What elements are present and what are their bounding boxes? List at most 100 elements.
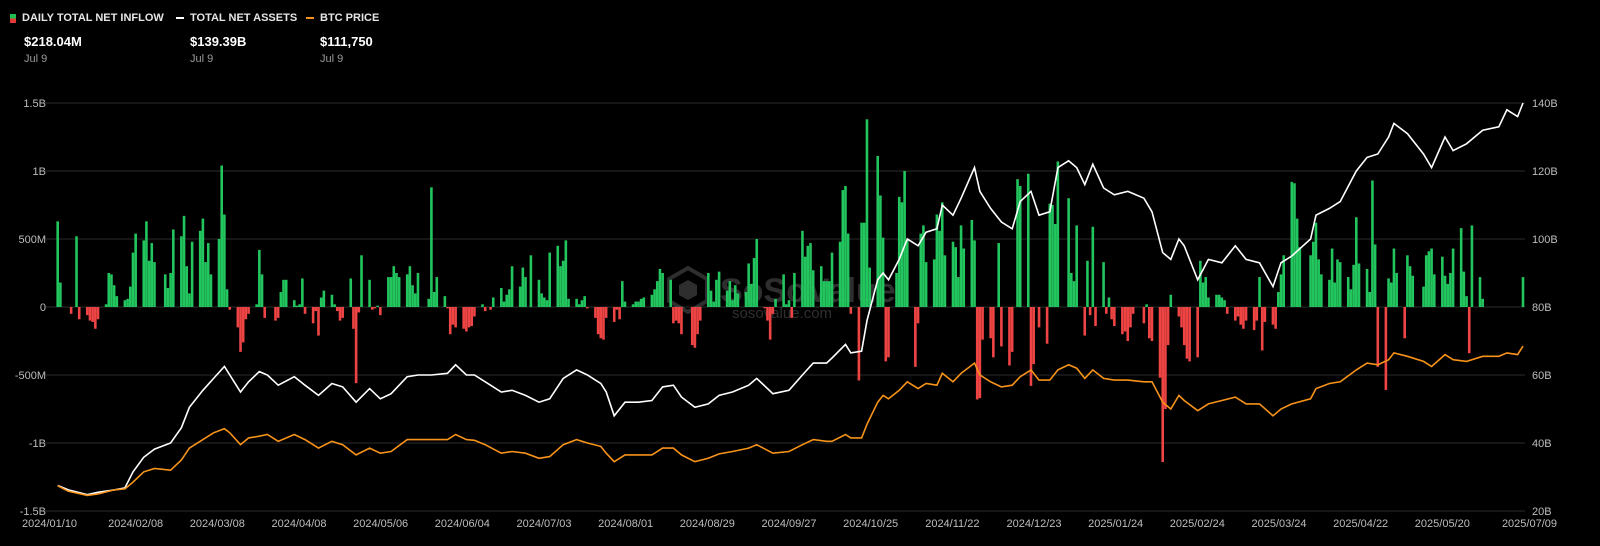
legend-inflow[interactable]: DAILY TOTAL NET INFLOW $218.04M Jul 9 [10, 12, 164, 65]
x-tick-label: 2025/03/24 [1251, 518, 1306, 530]
inflow-bar [1282, 255, 1286, 307]
inflow-bar [1000, 307, 1003, 347]
btc-swatch-icon [306, 17, 314, 19]
inflow-bar [1121, 307, 1124, 335]
inflow-bar [989, 307, 992, 339]
inflow-bar [970, 219, 974, 307]
inflow-bar [715, 279, 718, 307]
inflow-bar [862, 222, 866, 307]
inflow-bar [932, 259, 936, 307]
right-tick-label: 60B [1532, 370, 1552, 382]
inflow-bar [427, 298, 431, 307]
inflow-bar [707, 273, 710, 307]
inflow-bar [352, 307, 355, 329]
inflow-bar [1037, 307, 1041, 328]
inflow-bar [1223, 300, 1226, 307]
inflow-bar [1056, 161, 1060, 307]
inflow-bar [825, 281, 828, 307]
inflow-bar [1220, 297, 1224, 307]
inflow-bar [1067, 198, 1070, 307]
inflow-bar [376, 305, 379, 307]
inflow-bar [1177, 307, 1181, 317]
inflow-bar [1204, 277, 1208, 307]
inflow-bar [914, 307, 917, 367]
inflow-bar [405, 274, 409, 307]
inflow-bar [1441, 256, 1444, 307]
inflow-bar [491, 297, 495, 307]
inflow-bar [1449, 273, 1452, 307]
inflow-bar [1387, 278, 1390, 307]
legend-inflow-value: $218.04M [24, 34, 82, 49]
inflow-bar [454, 307, 457, 328]
inflow-bar [333, 304, 336, 307]
inflow-bar [655, 281, 659, 307]
inflow-bars [56, 119, 1525, 463]
left-tick-label: 1.5B [23, 98, 46, 110]
inflow-bar [1406, 255, 1409, 307]
inflow-bar [717, 271, 721, 307]
inflow-bar [69, 307, 73, 314]
inflow-bar [564, 240, 568, 307]
inflow-bar [586, 307, 589, 309]
inflow-bar [1048, 203, 1052, 307]
inflow-bar [698, 307, 702, 321]
inflow-bar [577, 304, 581, 307]
x-tick-label: 2024/01/10 [22, 518, 77, 530]
inflow-bar [650, 294, 654, 307]
inflow-bar [631, 304, 635, 307]
legend-btc[interactable]: BTC PRICE $111,750 Jul 9 [306, 12, 379, 65]
inflow-bar [190, 241, 194, 307]
inflow-bar [1465, 296, 1468, 307]
inflow-bar [131, 252, 135, 307]
inflow-bar [943, 255, 947, 307]
inflow-bar [540, 293, 543, 307]
inflow-bar [919, 233, 923, 307]
inflow-bar [260, 274, 264, 307]
inflow-bar [147, 260, 151, 307]
sosovalue-logo-icon [667, 265, 709, 315]
inflow-bar [1320, 274, 1323, 307]
inflow-bar [77, 307, 81, 320]
inflow-bar [879, 195, 882, 307]
inflow-bar [1481, 298, 1484, 307]
inflow-bar [545, 300, 549, 307]
inflow-bar [392, 266, 396, 307]
inflow-swatch-icon [10, 13, 16, 23]
grid-lines [45, 102, 1525, 512]
inflow-bar [1462, 271, 1466, 307]
legend-assets[interactable]: TOTAL NET ASSETS $139.39B Jul 9 [176, 12, 297, 65]
inflow-bar [1336, 259, 1339, 307]
left-tick-label: -500M [15, 370, 46, 382]
inflow-bar [223, 214, 226, 307]
inflow-bar [292, 300, 296, 307]
inflow-bar [583, 296, 586, 307]
inflow-bar [822, 281, 826, 307]
inflow-bar [733, 285, 737, 307]
left-tick-label: -1.5B [20, 506, 46, 518]
inflow-bar [709, 290, 713, 307]
inflow-bar [634, 301, 638, 307]
x-tick-label: 2025/02/24 [1170, 518, 1225, 530]
inflow-bar [1424, 255, 1428, 307]
inflow-bar [1244, 307, 1248, 321]
inflow-bar [1271, 307, 1275, 325]
inflow-bar [895, 273, 898, 307]
inflow-bar [110, 274, 113, 307]
inflow-bar [1430, 248, 1433, 307]
x-tick-label: 2024/06/04 [435, 518, 490, 530]
inflow-bar [1346, 277, 1350, 307]
inflow-bar [1164, 307, 1167, 409]
inflow-bar [314, 307, 318, 312]
inflow-bar [505, 294, 508, 307]
inflow-bar [782, 274, 785, 307]
inflow-bar [185, 266, 189, 307]
inflow-bar [594, 307, 597, 318]
inflow-bar [731, 300, 734, 307]
inflow-bar [341, 307, 344, 318]
inflow-bar [940, 202, 944, 307]
inflow-bar [1258, 277, 1261, 307]
inflow-bar [661, 273, 664, 307]
left-axis: -1.5B -1B -500M 0 500M 1B 1.5B [15, 98, 46, 518]
inflow-bar [1110, 307, 1113, 320]
inflow-bar [1478, 277, 1482, 307]
